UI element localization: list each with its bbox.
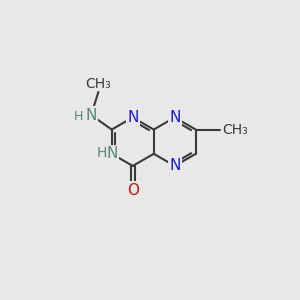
Text: N: N xyxy=(169,110,180,125)
Text: N: N xyxy=(106,146,117,161)
Text: N: N xyxy=(127,110,138,125)
Text: CH₃: CH₃ xyxy=(85,77,111,91)
Text: N: N xyxy=(169,158,180,173)
Text: O: O xyxy=(127,183,139,198)
Text: H: H xyxy=(74,110,83,123)
Text: N: N xyxy=(85,107,97,122)
Text: CH₃: CH₃ xyxy=(222,123,248,136)
Text: H: H xyxy=(97,146,107,160)
